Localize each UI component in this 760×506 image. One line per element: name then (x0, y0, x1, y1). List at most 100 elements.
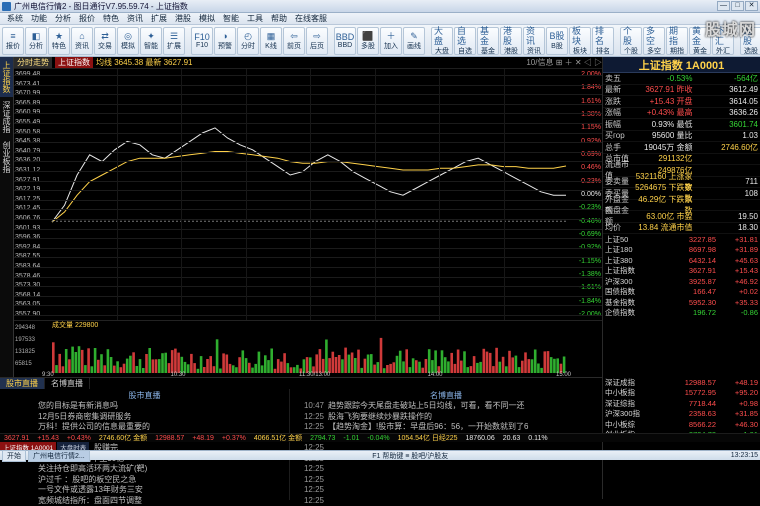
toolbar-button-前页[interactable]: ⇦前页 (283, 27, 305, 55)
news-item-right[interactable]: 12:25 (292, 475, 600, 486)
news-tab-1[interactable]: 名博直播 (45, 378, 90, 389)
toolbar-button-资讯[interactable]: ⌂资讯 (71, 27, 93, 55)
volume-bar (473, 356, 476, 373)
vertical-tab-2[interactable]: 创业板指 (0, 137, 13, 177)
toolbar-button-大盘[interactable]: 大盘大盘 (431, 27, 453, 55)
vertical-tab-1[interactable]: 深证成指 (0, 97, 13, 137)
news-item-left[interactable]: 您的目标是有新消息吗 (2, 401, 287, 412)
vertical-tab-0[interactable]: 上证指数 (0, 57, 13, 97)
left-vertical-tabs[interactable]: 上证指数深证成指创业板指 (0, 57, 14, 377)
gridline-h (14, 267, 602, 268)
news-tab-0[interactable]: 股市直播 (0, 378, 45, 389)
chart-panel[interactable]: 分时走势 上证指数 均线 3645.38 最新 3627.91 10 /信息 ⊞… (14, 57, 602, 377)
toolbar-button-资讯[interactable]: 资讯资讯 (523, 27, 545, 55)
toolbar-button-个股[interactable]: 个股个股 (620, 27, 642, 55)
toolbar-button-分时[interactable]: ◴分时 (237, 27, 259, 55)
window-controls[interactable]: — □ ✕ (717, 1, 758, 11)
toolbar-button-智能[interactable]: ✦智能 (140, 27, 162, 55)
news-item-left[interactable]: 万科！提供公司的信息最重要的 (2, 422, 287, 433)
menu-item-6[interactable]: 扩展 (147, 13, 171, 24)
news-tabs[interactable]: 股市直播名博直播 (0, 378, 602, 389)
news-item-left[interactable]: 一号文件或透露13年财务三安 (2, 485, 287, 496)
menu-item-1[interactable]: 功能 (27, 13, 51, 24)
toolbar-button-自选[interactable]: 自选自选 (454, 27, 476, 55)
toolbar-button-多空[interactable]: 多空多空 (643, 27, 665, 55)
toolbar-button-特色[interactable]: ★特色 (48, 27, 70, 55)
toolbar-button-分析[interactable]: ◧分析 (25, 27, 47, 55)
toolbar-button-模拟[interactable]: ◎模拟 (117, 27, 139, 55)
toolbar-button-期指[interactable]: 期指期指 (666, 27, 688, 55)
minimize-button[interactable]: — (717, 1, 730, 11)
toolbar-icon-多股: ⬛ (362, 31, 373, 41)
menu-item-10[interactable]: 工具 (243, 13, 267, 24)
maximize-button[interactable]: □ (731, 1, 744, 11)
price-chart[interactable]: 3699.483673.413670.993665.893660.993655.… (14, 69, 602, 321)
quote-title: 上证指数 1A0001 (603, 57, 760, 73)
chart-header-controls[interactable]: /信息 ⊞ ＋ ✕ ◁ ▷ (535, 57, 602, 68)
news-item-right[interactable]: 12:25 (292, 496, 600, 506)
menu-bar[interactable]: 系统功能分析报价特色资讯扩展港股模拟智能工具帮助在线客服 (0, 13, 760, 25)
chart-mode-tag[interactable]: 分时走势 (14, 57, 52, 68)
menu-item-12[interactable]: 在线客服 (291, 13, 331, 24)
menu-item-7[interactable]: 港股 (171, 13, 195, 24)
toolbar-button-排名[interactable]: 排名排名 (592, 27, 614, 55)
toolbar-button-扩展[interactable]: ☰扩展 (163, 27, 185, 55)
toolbar-button-报价[interactable]: ≡报价 (2, 27, 24, 55)
menu-item-8[interactable]: 模拟 (195, 13, 219, 24)
volume-bar (197, 369, 200, 373)
news-item-left[interactable]: 12月5日券商密集调研服务 (2, 412, 287, 423)
menu-item-4[interactable]: 特色 (99, 13, 123, 24)
toolbar-button-加入[interactable]: ＋加入 (380, 27, 402, 55)
menu-item-11[interactable]: 帮助 (267, 13, 291, 24)
toolbar-button-预警[interactable]: ◑预警 (214, 27, 236, 55)
toolbar-button-K线[interactable]: ▦K线 (260, 27, 282, 55)
news-item-left[interactable]: 宽频城结指所：盘面四节调整 (2, 496, 287, 506)
menu-item-0[interactable]: 系统 (3, 13, 27, 24)
volume-bar (87, 348, 90, 373)
taskbar[interactable]: 开始 广州电信行情2... F1 帮助键 ≡ 股吧/沪股友 13:23:15 (0, 450, 760, 460)
news-item-left[interactable]: 沪过千 ：股吧的板空民之急 (2, 475, 287, 486)
gridline-h (14, 104, 602, 105)
toolbar-button-港股[interactable]: 港股港股 (500, 27, 522, 55)
toolbar-button-画线[interactable]: ✎画线 (403, 27, 425, 55)
title-bar: 广州电信行情2 - 图日通行V7.95.59.74 - 上证指数 — □ ✕ (0, 0, 760, 13)
news-item-right[interactable]: 12:25 (292, 485, 600, 496)
toolbar-button-基金[interactable]: 基金基金 (477, 27, 499, 55)
menu-item-9[interactable]: 智能 (219, 13, 243, 24)
close-button[interactable]: ✕ (745, 1, 758, 11)
menu-item-3[interactable]: 报价 (75, 13, 99, 24)
news-item-left[interactable]: 关注持仓即高活环两大流矿(靶) (2, 464, 287, 475)
menu-item-2[interactable]: 分析 (51, 13, 75, 24)
toolbar-button-板块[interactable]: 板块板块 (569, 27, 591, 55)
news-item-right[interactable]: 12:25 (292, 464, 600, 475)
toolbar-icon-自选: 自选 (457, 26, 473, 46)
menu-item-5[interactable]: 资讯 (123, 13, 147, 24)
toolbar-button-交易[interactable]: ⇄交易 (94, 27, 116, 55)
toolbar-button-多股[interactable]: ⬛多股 (357, 27, 379, 55)
quote-value: -0.53% (631, 74, 697, 83)
news-item-right[interactable]: 12:25【趋势淘金】!股市算：早盘后96：56，一开始数就到了6 (292, 422, 600, 433)
toolbar-button-后页[interactable]: ⇨后页 (306, 27, 328, 55)
